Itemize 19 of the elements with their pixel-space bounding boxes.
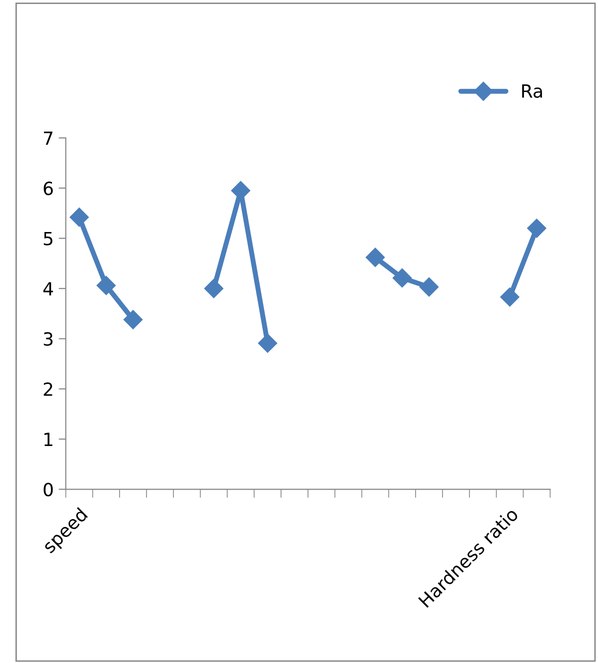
y-tick-label: 1 — [44, 432, 52, 446]
y-tick-label: 7 — [44, 132, 52, 145]
point — [527, 218, 546, 238]
point — [392, 268, 412, 288]
y-tick-label: 4 — [43, 282, 53, 296]
point — [366, 248, 385, 267]
point — [204, 278, 224, 298]
y-tick-label: 2 — [44, 382, 52, 396]
point — [124, 310, 143, 330]
point — [96, 276, 116, 296]
point — [500, 288, 520, 307]
y-tick-label: 5 — [44, 232, 52, 246]
point — [70, 208, 89, 227]
point — [420, 277, 439, 297]
y-tick-label: 3 — [44, 332, 53, 346]
point — [258, 334, 278, 353]
y-tick-label: 6 — [44, 182, 53, 196]
y-tick-label: 0 — [44, 482, 53, 496]
legend-label: Ra — [522, 84, 542, 98]
